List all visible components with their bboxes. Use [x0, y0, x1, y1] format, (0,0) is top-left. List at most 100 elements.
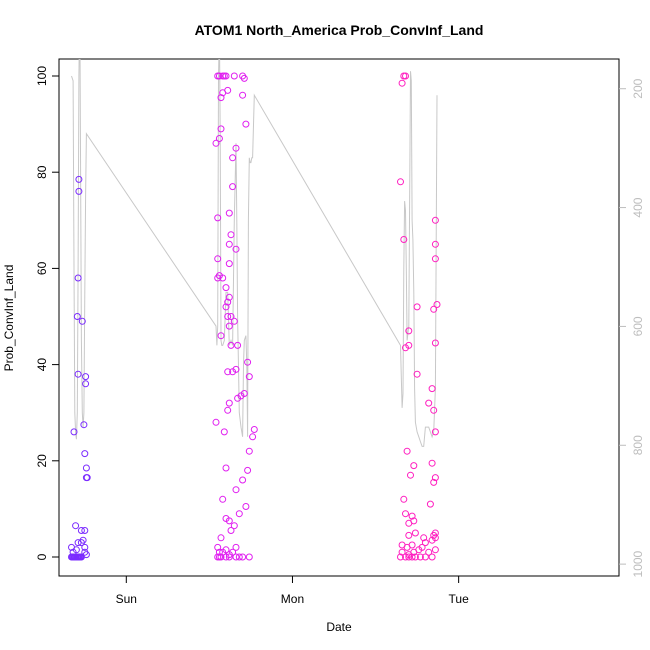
data-point [214, 255, 222, 263]
data-point [217, 553, 225, 561]
data-point [408, 512, 416, 520]
data-point [235, 510, 243, 518]
data-point [239, 91, 247, 99]
data-point [431, 529, 439, 537]
data-point [75, 175, 83, 183]
data-point [79, 536, 87, 544]
data-point [230, 522, 238, 530]
y-tick-label: 100 [35, 66, 49, 86]
data-point [430, 305, 438, 313]
data-point [225, 260, 233, 268]
data-point [413, 370, 421, 378]
data-point [421, 553, 429, 561]
data-point [220, 428, 228, 436]
data-point [420, 534, 428, 542]
data-point [239, 476, 247, 484]
data-point [74, 274, 82, 282]
data-point [244, 358, 252, 366]
data-point [410, 462, 418, 470]
data-point [77, 527, 85, 534]
data-point [222, 464, 230, 472]
data-point [219, 495, 227, 503]
data-point [82, 380, 90, 388]
data-point [83, 474, 91, 482]
y-tick-label: 80 [35, 165, 49, 179]
right-y-tick-label: 400 [631, 197, 645, 217]
data-point [402, 510, 409, 518]
data-point [225, 293, 233, 301]
data-point [397, 178, 404, 186]
data-point [428, 553, 436, 561]
data-point [249, 433, 257, 441]
data-point [400, 236, 408, 243]
data-point [78, 317, 86, 325]
data-point [431, 240, 439, 248]
data-point [240, 390, 248, 397]
data-point [222, 546, 230, 554]
data-point [215, 548, 223, 556]
data-point [405, 341, 413, 349]
data-point [245, 447, 253, 455]
data-point [75, 187, 83, 195]
data-point [222, 284, 230, 292]
data-point [416, 553, 424, 561]
data-point [397, 553, 404, 561]
points-layer [68, 72, 441, 561]
data-point [224, 298, 232, 306]
data-point [225, 209, 233, 217]
data-point [81, 527, 89, 534]
data-point [408, 541, 416, 549]
data-point [428, 385, 436, 393]
data-point [234, 341, 242, 349]
data-point [229, 548, 237, 556]
data-point [402, 72, 409, 80]
data-point [431, 255, 439, 263]
data-point [217, 534, 225, 542]
data-point [430, 478, 438, 486]
data-point [433, 301, 441, 308]
data-point [81, 450, 89, 458]
data-point [232, 365, 240, 373]
data-point [430, 406, 438, 414]
data-point [407, 471, 414, 479]
data-point [217, 94, 225, 102]
data-point [224, 368, 232, 376]
y-tick-label: 60 [35, 261, 49, 275]
data-point [413, 303, 421, 311]
line-layer [71, 59, 438, 447]
data-point [68, 543, 75, 551]
data-point [232, 543, 240, 551]
chart-title: ATOM1 North_America Prob_ConvInf_Land [195, 22, 484, 38]
data-point [405, 531, 413, 539]
data-point [222, 72, 230, 80]
right-y-tick-label: 600 [631, 316, 645, 336]
data-point [232, 144, 240, 152]
data-point [431, 339, 439, 347]
y-tick-label: 0 [35, 553, 49, 560]
data-point [225, 322, 233, 330]
data-point [421, 539, 429, 547]
data-point [431, 546, 439, 554]
right-y-tick-label: 1000 [631, 550, 645, 577]
data-point [80, 421, 88, 429]
data-point [70, 428, 78, 436]
data-point [242, 503, 250, 510]
data-point [212, 139, 220, 147]
data-point [400, 495, 408, 503]
data-point [230, 72, 238, 80]
data-point [72, 522, 80, 530]
data-point [431, 216, 439, 224]
right-y-tick-label: 200 [631, 78, 645, 98]
data-point [428, 459, 436, 467]
data-point [244, 466, 252, 474]
data-point [418, 543, 426, 551]
data-point [411, 529, 419, 537]
data-point [212, 418, 220, 426]
data-point [250, 426, 258, 433]
x-tick-label: Sun [116, 592, 137, 606]
data-point [431, 474, 439, 482]
y-axis-label: Prob_ConvInf_Land [2, 265, 16, 372]
series-line [71, 59, 438, 447]
data-point [431, 428, 439, 436]
